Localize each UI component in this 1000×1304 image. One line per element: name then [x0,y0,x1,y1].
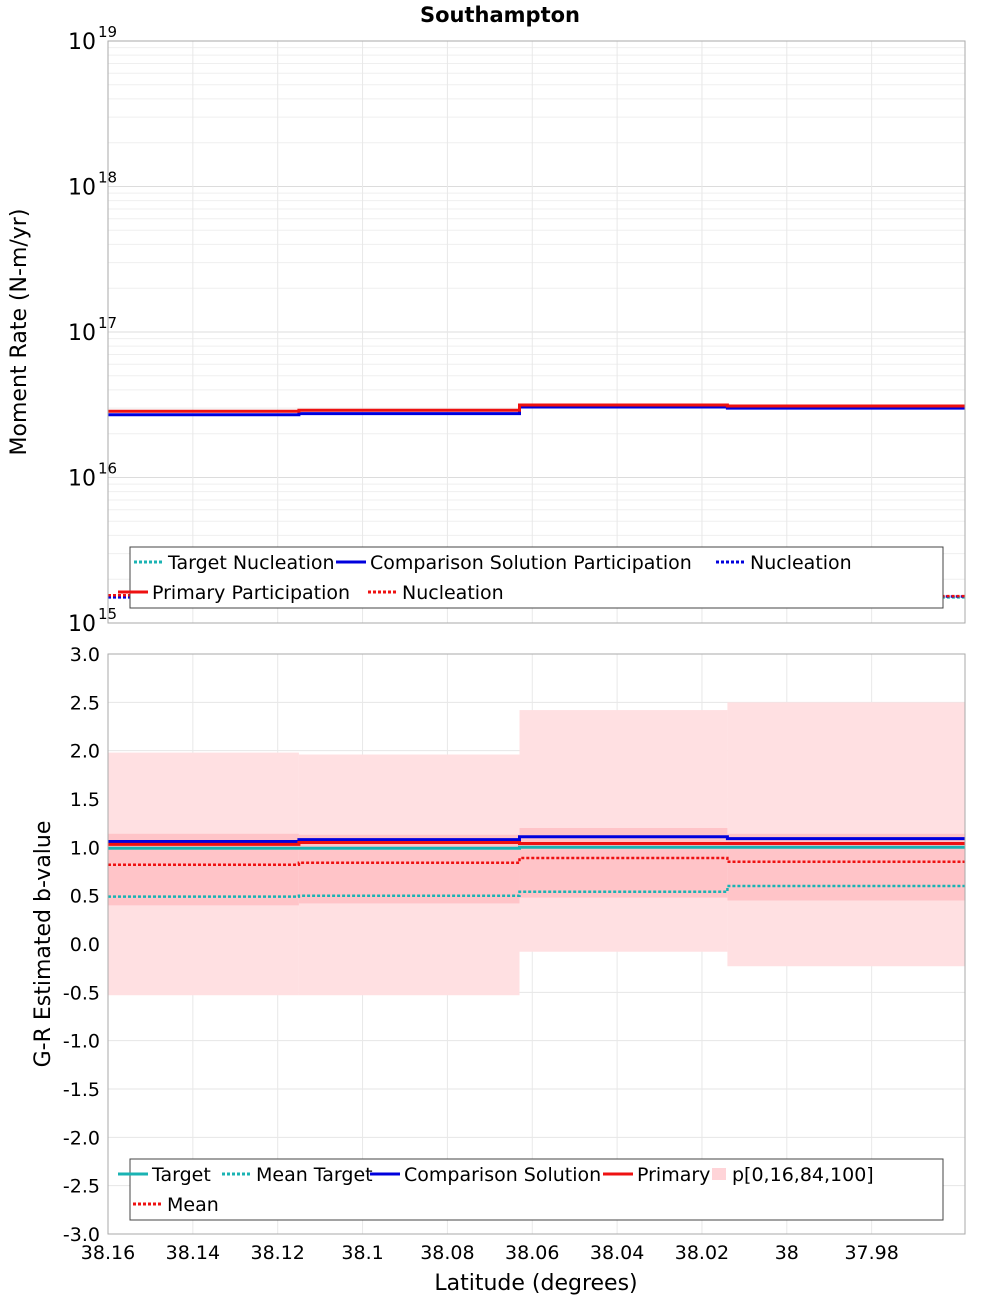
x-tick-label: 38.12 [250,1242,304,1264]
b-value-y-tick-label: 1.5 [70,789,100,811]
b-value-legend-label: Mean [167,1194,219,1216]
b-value-y-tick-label: -1.0 [63,1031,100,1053]
b-value-y-axis-label: G-R Estimated b-value [31,821,56,1068]
x-tick-label: 38.08 [420,1242,474,1264]
moment-rate-y-tick-exponent: 18 [98,169,117,187]
b-value-legend-label: p[0,16,84,100] [732,1164,874,1186]
b-value-series-line [108,884,965,898]
moment-rate-y-tick-label: 10 [68,467,96,492]
moment-rate-legend-label: Primary Participation [152,582,350,604]
moment-rate-y-tick-exponent: 17 [98,314,117,332]
b-value-y-tick-label: 1.0 [70,837,100,859]
b-value-y-tick-label: -3.0 [63,1224,100,1246]
moment-rate-legend-label: Target Nucleation [167,552,335,574]
b-value-y-ticks: 3.0 2.5 2.0 1.5 1.0 0.5 0.0 -0.5 -1.0 -1.5 -2.0 -2.… [63,644,100,1246]
x-tick-label: 38.16 [81,1242,135,1264]
b-value-series-line [108,841,965,846]
b-value-y-tick-label: 3.0 [70,644,100,666]
moment-rate-legend-label: Comparison Solution Participation [370,552,692,574]
moment-rate-legend-label: Nucleation [402,582,504,604]
x-tick-label: 38.14 [166,1242,220,1264]
b-value-y-tick-label: -0.5 [63,982,100,1004]
b-value-legend-label: Primary [637,1164,710,1186]
x-tick-label: 38.02 [675,1242,729,1264]
b-value-series-line [108,845,965,850]
moment-rate-legend: Target Nucleation Comparison Solution Par… [118,546,944,609]
moment-rate-y-tick-label: 10 [68,321,96,346]
b-value-y-tick-label: 2.0 [70,741,100,763]
b-value-x-ticks: 38.16 38.14 38.12 38.1 38.08 38.06 38.04 38.02 3… [81,1242,899,1264]
chart-title: Southampton [420,3,580,27]
b-value-series-line [108,856,965,866]
b-value-series [108,835,965,898]
x-tick-label: 38.04 [590,1242,644,1264]
moment-rate-y-tick-label: 10 [68,176,96,201]
b-value-y-tick-label: 0.5 [70,886,100,908]
x-tick-label: 38.06 [505,1242,559,1264]
x-tick-label: 38 [775,1242,799,1264]
b-value-chart: 3.0 2.5 2.0 1.5 1.0 0.5 0.0 -0.5 -1.0 -1.5 -2.0 -2.… [31,644,966,1296]
b-value-y-tick-label: 2.5 [70,692,100,714]
b-value-legend-swatch [712,1168,726,1180]
b-value-band-inner [298,834,520,904]
b-value-y-tick-label: -1.5 [63,1079,100,1101]
b-value-legend-label: Comparison Solution [404,1164,601,1186]
b-value-legend: Target Mean Target Comparison Solution Prim… [118,1158,944,1221]
x-tick-label: 37.98 [844,1242,898,1264]
moment-rate-y-axis-label: Moment Rate (N-m/yr) [7,209,32,456]
b-value-y-tick-label: -2.0 [63,1127,100,1149]
x-tick-label: 38.1 [341,1242,383,1264]
moment-rate-legend-box [129,546,944,609]
x-axis-label: Latitude (degrees) [434,1271,637,1296]
moment-rate-y-tick-exponent: 19 [98,23,117,41]
b-value-frame [107,653,966,1235]
b-value-band-inner [519,828,728,898]
b-value-legend-box [129,1158,944,1221]
moment-rate-y-tick-exponent: 15 [98,605,117,623]
moment-rate-y-tick-label: 10 [68,612,96,637]
moment-rate-series-line [108,403,965,413]
moment-rate-y-tick-label: 10 [68,30,96,55]
b-value-legend-label: Target [151,1164,211,1186]
b-value-y-tick-label: 0.0 [70,934,100,956]
b-value-y-tick-label: -2.5 [63,1176,100,1198]
moment-rate-legend-label: Nucleation [750,552,852,574]
b-value-legend-label: Mean Target [256,1164,373,1186]
moment-rate-frame [107,40,966,624]
moment-rate-y-tick-exponent: 16 [98,460,117,478]
